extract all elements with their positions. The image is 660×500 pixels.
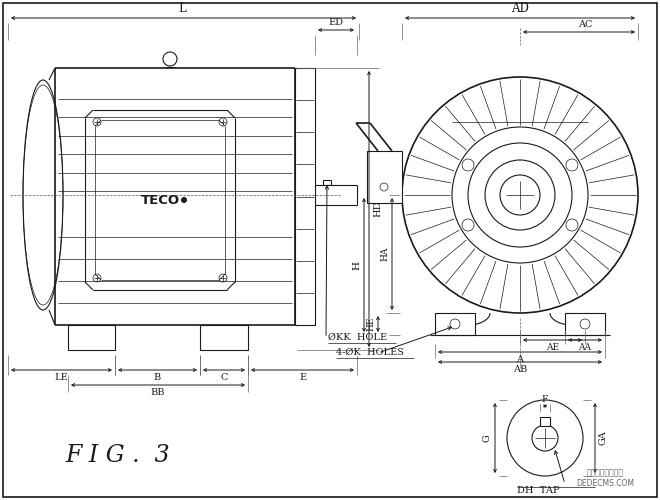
Text: HD: HD — [373, 200, 382, 217]
Text: G: G — [483, 434, 492, 442]
Text: L: L — [179, 2, 186, 15]
Text: ED: ED — [329, 18, 343, 27]
Text: AC: AC — [578, 20, 592, 29]
Text: F I G .  3: F I G . 3 — [66, 444, 170, 466]
Text: BB: BB — [150, 388, 165, 397]
Bar — [366, 151, 401, 203]
Text: AA: AA — [579, 343, 591, 352]
Text: A: A — [517, 355, 523, 364]
Text: F: F — [542, 395, 548, 404]
Circle shape — [566, 159, 578, 171]
Text: AD: AD — [511, 2, 529, 15]
Text: HA: HA — [380, 247, 389, 261]
Bar — [295, 68, 315, 325]
Circle shape — [182, 198, 187, 202]
Bar — [68, 325, 115, 350]
Text: H: H — [352, 260, 361, 270]
Text: DH  TAP: DH TAP — [517, 486, 560, 495]
Text: GA: GA — [598, 430, 607, 446]
Bar — [435, 313, 475, 335]
Bar — [200, 325, 248, 350]
Text: AE: AE — [546, 343, 559, 352]
Circle shape — [462, 219, 474, 231]
Text: AB: AB — [513, 365, 527, 374]
Text: ØKK  HOLE: ØKK HOLE — [328, 333, 387, 342]
Bar — [565, 313, 605, 335]
Text: B: B — [154, 373, 161, 382]
Text: C: C — [220, 373, 228, 382]
Circle shape — [163, 52, 177, 66]
Circle shape — [566, 219, 578, 231]
Text: HE: HE — [366, 317, 375, 331]
Bar — [540, 417, 550, 426]
Text: LE: LE — [55, 373, 69, 382]
Text: 4-ØK  HOLES: 4-ØK HOLES — [336, 348, 404, 357]
Text: TECO: TECO — [141, 194, 180, 206]
Text: E: E — [299, 373, 306, 382]
Text: 织梦内容管理系统
DEDECMS.COM: 织梦内容管理系统 DEDECMS.COM — [576, 468, 634, 487]
Circle shape — [462, 159, 474, 171]
